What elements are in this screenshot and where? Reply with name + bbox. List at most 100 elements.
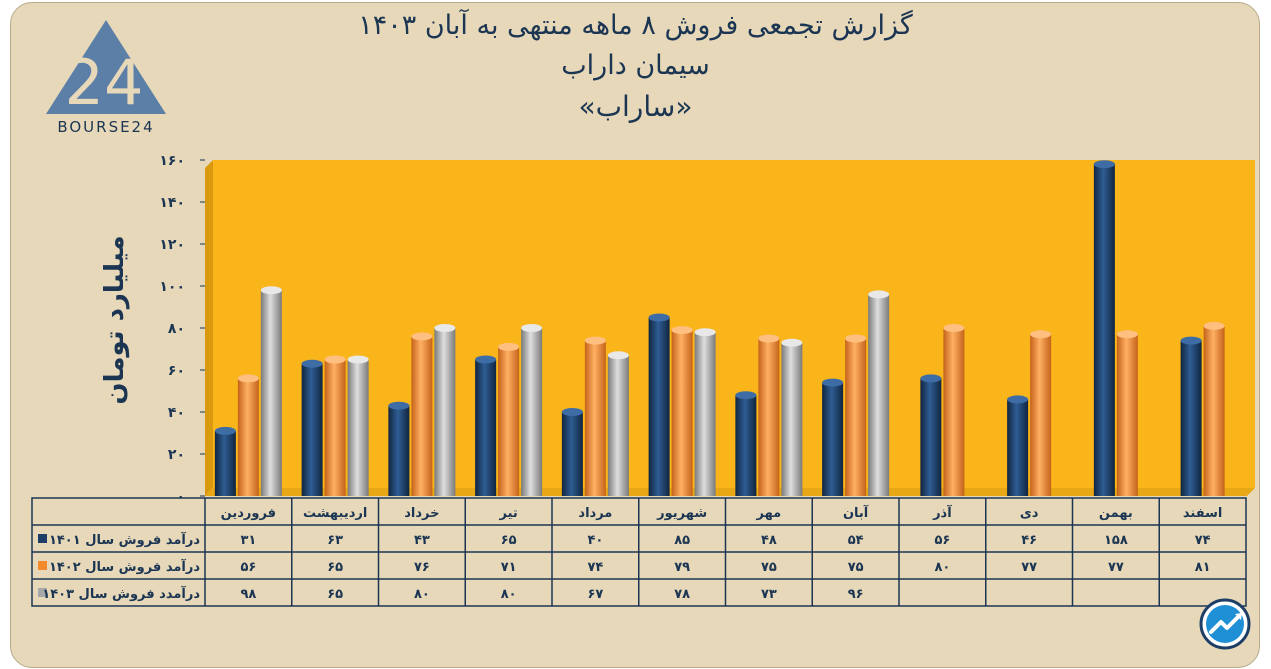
data-label: ۵۴ <box>848 533 864 548</box>
data-label: ۶۵ <box>501 533 517 548</box>
bar-cap <box>260 286 282 295</box>
bar-cap <box>1203 321 1225 330</box>
x-tick-label: اردیبهشت <box>303 506 367 521</box>
data-label: ۷۱ <box>501 560 517 575</box>
y-tick-label: ۴۰ <box>168 405 185 421</box>
bar <box>920 378 942 496</box>
bar <box>868 294 890 496</box>
data-label: ۶۳ <box>327 533 343 548</box>
bar <box>324 359 346 496</box>
data-table: فروردین اردیبهشت خرداد تیر مرداد شهریور مهر آبا… <box>31 497 1247 607</box>
bar-cap <box>411 332 433 341</box>
bar <box>301 363 323 496</box>
bar-cap <box>324 355 346 364</box>
y-tick-label: ۸۰ <box>168 321 185 337</box>
bar <box>943 328 965 496</box>
bar-cap <box>648 313 670 322</box>
data-label: ۷۷ <box>1021 560 1037 575</box>
bar-cap <box>735 391 757 400</box>
data-label: ۷۴ <box>587 560 603 575</box>
bar-cap <box>671 326 693 335</box>
bar <box>584 340 606 496</box>
bar-cap <box>758 334 780 343</box>
bar-cap <box>561 408 583 416</box>
x-tick-label: آذر <box>932 504 952 521</box>
bar-cap <box>584 336 606 345</box>
y-axis-ticks: ۰ ۲۰ ۴۰ ۶۰ ۸۰ ۱۰۰ ۱۲۰ ۱۴۰ ۱۶۰ <box>159 153 205 505</box>
trend-badge-icon <box>1199 598 1251 650</box>
y-tick-label: ۲۰ <box>168 447 185 463</box>
bar <box>694 332 716 496</box>
bar <box>671 330 693 496</box>
bar <box>347 359 369 496</box>
bar-cap <box>868 290 890 299</box>
data-label: ۱۵۸ <box>1104 533 1128 548</box>
bar <box>498 346 520 496</box>
chart-title: گزارش تجمعی فروش ۸ ماهه منتهی به آبان ۱۴… <box>358 10 913 41</box>
bar-cap <box>1180 336 1202 345</box>
x-tick-label: تیر <box>498 506 517 521</box>
bar-cap <box>607 351 629 360</box>
data-label: ۷۵ <box>848 560 864 575</box>
x-tick-label: آبان <box>843 504 869 521</box>
legend-swatch <box>38 588 47 597</box>
x-tick-label: شهریور <box>656 506 707 521</box>
bar-cap <box>237 374 259 383</box>
bar <box>434 328 456 496</box>
data-label: ۴۶ <box>1021 533 1037 548</box>
x-tick-label: اسفند <box>1183 506 1222 521</box>
bar <box>1116 334 1138 496</box>
data-label: ۶۷ <box>587 587 603 602</box>
y-tick-label: ۱۰۰ <box>159 279 185 295</box>
bar-cap <box>521 324 543 332</box>
bar <box>475 359 497 496</box>
y-tick-label: ۰ <box>176 489 185 505</box>
x-tick-label: خرداد <box>404 506 439 521</box>
x-tick-label: دی <box>1020 506 1039 521</box>
bar-cap <box>943 324 965 332</box>
data-label: ۷۵ <box>761 560 777 575</box>
y-tick-label: ۶۰ <box>168 363 185 379</box>
x-tick-label: بهمن <box>1099 506 1133 521</box>
bar <box>1093 164 1115 496</box>
bar <box>822 382 844 496</box>
data-label: ۹۶ <box>848 587 864 602</box>
plot-floor <box>205 488 1255 496</box>
bar-cap <box>1093 160 1115 169</box>
bar-cap <box>694 328 716 337</box>
data-label: ۹۸ <box>240 587 256 602</box>
bar <box>411 336 433 496</box>
legend-swatch <box>38 561 47 570</box>
bar-cap <box>822 378 844 387</box>
bar-cap <box>475 355 497 364</box>
data-label: ۷۴ <box>1195 533 1211 548</box>
bar <box>735 395 757 496</box>
data-label: ۴۰ <box>587 533 603 548</box>
data-label: ۸۰ <box>501 587 517 602</box>
data-label: ۶۵ <box>327 560 343 575</box>
data-label: ۸۱ <box>1195 560 1211 575</box>
bar-cap <box>301 359 323 368</box>
bar-cap <box>781 338 803 347</box>
data-label: ۵۶ <box>934 533 950 548</box>
data-label: ۷۳ <box>761 587 777 602</box>
bar-cap <box>1007 395 1029 404</box>
bar <box>1180 340 1202 496</box>
bar-cap <box>347 355 369 364</box>
bars <box>214 160 1225 496</box>
legend-swatch <box>38 534 47 543</box>
data-label: ۴۳ <box>414 533 430 548</box>
x-tick-label: فروردین <box>221 506 276 521</box>
data-label: ۷۸ <box>674 587 690 602</box>
bar <box>388 405 410 496</box>
data-label: ۸۰ <box>414 587 430 602</box>
bar <box>648 317 670 496</box>
bar <box>260 290 282 496</box>
y-tick-label: ۱۲۰ <box>159 237 185 253</box>
bar <box>845 338 867 496</box>
bar <box>237 378 259 496</box>
bar <box>1030 334 1052 496</box>
bar <box>1007 399 1029 496</box>
plot-side-wall <box>205 160 213 496</box>
